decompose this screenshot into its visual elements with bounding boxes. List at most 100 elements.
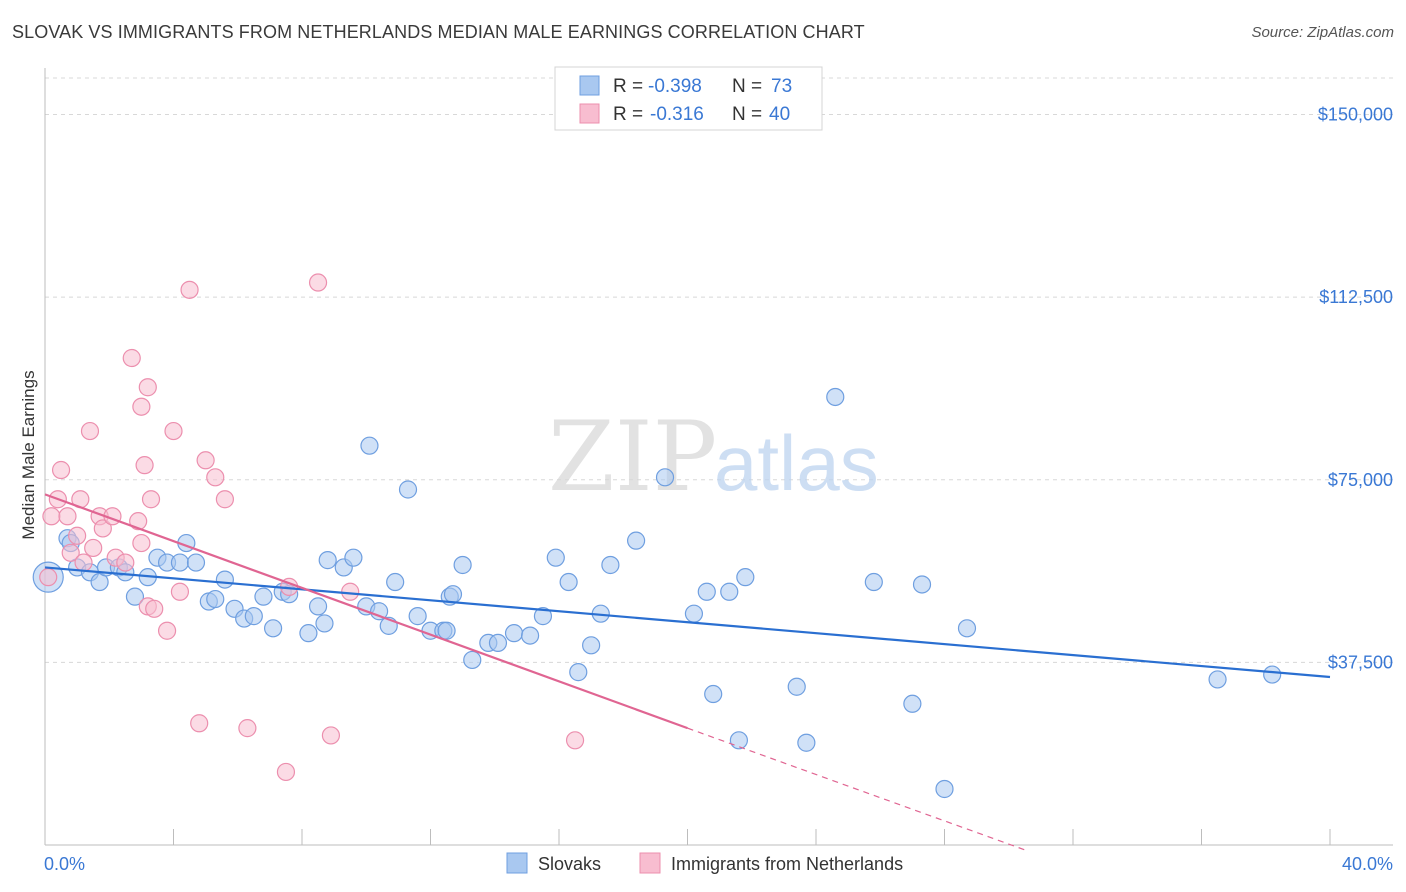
stats-r-value-1: -0.398 xyxy=(648,76,702,97)
slovak-point xyxy=(170,553,190,572)
netherlands-point xyxy=(68,526,87,545)
netherlands-point xyxy=(141,490,161,509)
slovak-point xyxy=(582,636,601,655)
netherlands-point xyxy=(215,490,234,509)
slovak-point xyxy=(443,585,463,604)
netherlands-point xyxy=(196,451,215,470)
netherlands-point xyxy=(308,273,328,292)
y-tick-label: $150,000 xyxy=(1318,105,1393,125)
netherlands-point xyxy=(84,538,103,558)
slovak-point xyxy=(935,779,954,799)
slovak-point xyxy=(520,626,540,645)
grid-layer xyxy=(45,77,1393,663)
netherlands-point xyxy=(116,553,135,572)
chart-source: Source: ZipAtlas.com xyxy=(1251,24,1394,41)
slovak-point xyxy=(318,551,337,570)
bottom-legend-swatch-netherlands xyxy=(639,852,661,874)
netherlands-point xyxy=(170,582,190,601)
netherlands-point xyxy=(51,460,71,480)
stats-n-value-2: 40 xyxy=(769,104,790,125)
netherlands-point xyxy=(138,378,157,397)
stats-legend: R = -0.398 N = 73 R = -0.316 N = 40 xyxy=(554,66,823,131)
slovak-point xyxy=(957,619,977,638)
netherlands-point xyxy=(80,421,100,441)
slovak-point xyxy=(254,587,273,606)
y-tick-label: $75,000 xyxy=(1328,470,1393,490)
netherlands-point xyxy=(206,468,225,487)
netherlands-point xyxy=(276,762,296,782)
slovak-point xyxy=(601,555,620,575)
slovak-point xyxy=(729,731,749,750)
netherlands-point xyxy=(190,714,209,733)
slovak-point xyxy=(488,633,508,653)
slovak-point xyxy=(787,677,806,696)
slovak-point xyxy=(437,621,456,640)
netherlands-point xyxy=(132,397,151,416)
slovak-point xyxy=(684,604,704,623)
netherlands-point xyxy=(61,543,80,562)
slovak-point xyxy=(344,548,363,567)
slovak-point xyxy=(559,572,578,592)
slovak-point xyxy=(569,663,588,682)
stats-n-label-1: N = xyxy=(732,76,762,97)
netherlands-point xyxy=(238,719,257,738)
netherlands-point xyxy=(157,621,177,640)
slovak-point xyxy=(453,555,472,575)
x-tick-label-min: 0.0% xyxy=(44,854,85,874)
netherlands-point xyxy=(129,512,148,531)
slovak-point xyxy=(704,684,723,704)
netherlands-trend-extension xyxy=(687,727,1026,851)
slovak-point xyxy=(315,614,334,633)
stats-n-label-2: N = xyxy=(732,104,762,125)
bottom-legend-label-netherlands: Immigrants from Netherlands xyxy=(671,854,903,874)
netherlands-point xyxy=(132,533,151,553)
netherlands-point xyxy=(122,348,141,368)
slovak-point xyxy=(463,650,482,670)
slovak-point xyxy=(244,607,263,626)
slovak-point xyxy=(206,589,225,609)
stats-r-label-1: R = xyxy=(613,76,643,97)
netherlands-point xyxy=(341,582,360,601)
slovak-point xyxy=(398,480,418,499)
slovak-point xyxy=(626,531,646,550)
legend-swatch-netherlands xyxy=(579,103,600,124)
slovak-point xyxy=(504,624,524,643)
zipatlas-watermark: ZIP atlas xyxy=(548,401,879,513)
netherlands-point xyxy=(145,599,164,618)
netherlands-point xyxy=(164,421,183,441)
slovak-point xyxy=(903,694,922,713)
y-tick-label: $37,500 xyxy=(1328,652,1393,672)
slovak-point xyxy=(408,607,427,626)
stats-r-value-2: -0.316 xyxy=(650,104,704,125)
netherlands-point xyxy=(565,731,585,750)
slovak-point xyxy=(215,570,234,589)
slovak-point xyxy=(720,582,739,601)
netherlands-point xyxy=(58,507,77,526)
slovak-point xyxy=(912,575,932,594)
slovak-point xyxy=(864,572,883,592)
chart-title: SLOVAK VS IMMIGRANTS FROM NETHERLANDS ME… xyxy=(12,22,865,42)
slovak-point xyxy=(826,387,845,407)
x-tick-label-max: 40.0% xyxy=(1342,854,1393,874)
slovak-point xyxy=(697,582,716,601)
slovak-point xyxy=(1208,670,1227,689)
stats-n-value-1: 73 xyxy=(771,76,792,97)
netherlands-point xyxy=(93,519,112,538)
y-tick-label: $112,500 xyxy=(1319,287,1393,307)
slovak-point xyxy=(308,597,328,616)
points-layer xyxy=(32,273,1282,799)
bottom-legend-label-slovaks: Slovaks xyxy=(538,854,601,874)
netherlands-point xyxy=(321,726,341,745)
slovak-point xyxy=(263,619,283,638)
netherlands-point xyxy=(180,280,199,299)
trend-layer xyxy=(44,493,1331,851)
netherlands-point xyxy=(74,553,93,572)
slovak-point xyxy=(1263,665,1282,684)
slovak-point xyxy=(360,436,379,455)
slovak-point xyxy=(386,572,405,592)
bottom-legend: Slovaks Immigrants from Netherlands xyxy=(506,852,903,874)
watermark-atlas: atlas xyxy=(714,419,879,507)
axis-layer: $37,500 $75,000 $112,500 $150,000 xyxy=(44,68,1393,846)
legend-swatch-slovaks xyxy=(579,75,600,96)
